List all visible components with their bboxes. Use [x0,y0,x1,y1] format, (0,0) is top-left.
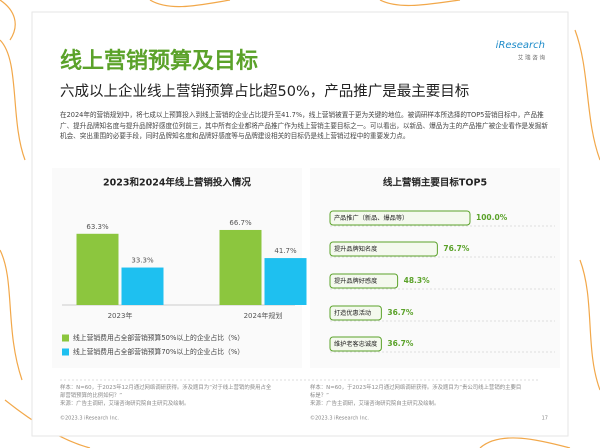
note: 样本：N=60，于2023年12月通过网络调研获得。涉及题目为“贵公司线上营销的… [310,384,525,408]
title: 线上营销预算及目标 [60,48,258,74]
x-tick-label: 2024年规划 [244,311,283,320]
value-label: 63.3% [86,223,109,231]
subtitle: 六成以上企业线上营销预算占比超50%，产品推广是最主要目标 [60,82,469,100]
copyright: ©2023.3 iResearch Inc. [60,415,119,422]
x-tick-label: 2023年 [108,311,133,320]
legend-swatch [62,334,69,342]
bar [329,210,471,226]
category-label: 产品推广（新品、爆品等） [334,214,408,222]
legend-label: 线上营销费用占全部营销预算50%以上的企业占比（%） [73,333,244,342]
bar [219,229,262,305]
legend-label: 线上营销费用占全部营销预算70%以上的企业占比（%） [73,347,244,356]
value-label: 33.3% [131,257,154,265]
value-label: 36.7% [387,339,414,348]
value-label: 48.3% [404,276,431,285]
bar [329,336,382,352]
value-label: 66.7% [229,219,252,227]
category-label: 维护老客忠诚度 [334,340,377,348]
bar [76,233,119,305]
page-number: 17 [542,416,548,422]
note-sample: 样本：N=60，于2023年12月通过网络调研获得。涉及题目为“对于线上营销的费… [60,385,272,399]
logo-sub: 艾 瑞 咨 询 [518,54,546,62]
legend-swatch [62,348,69,356]
chart-title: 线上营销主要目标TOP5 [383,177,487,189]
category-label: 提升品牌好感度 [334,277,377,285]
value-label: 36.7% [387,308,414,317]
chart-panel [310,168,560,368]
logo: iResearch [496,40,545,51]
bar [264,258,307,305]
body-text: 在2024年的营销规划中，将七成以上预算投入到线上营销的企业占比提升至41.7%… [60,111,548,140]
note-sample: 样本：N=60，于2023年12月通过网络调研获得。涉及题目为“贵公司线上营销的… [310,385,522,399]
category-label: 提升品牌知名度 [334,245,377,253]
chart-title: 2023和2024年线上营销投入情况 [103,177,251,189]
bar [329,241,438,257]
note-source: 来源：广告主调研，艾瑞咨询研究院自主研究及绘制。 [60,401,190,407]
category-label: 打造优惠活动 [334,309,371,317]
bar [121,267,164,305]
value-label: 76.7% [443,244,470,253]
copyright: ©2023.3 iResearch Inc. [310,415,369,422]
note: 样本：N=60，于2023年12月通过网络调研获得。涉及题目为“对于线上营销的费… [60,384,275,408]
bar [329,273,399,289]
value-label: 41.7% [274,247,297,255]
value-label: 100.0% [476,213,508,222]
note-source: 来源：广告主调研，艾瑞咨询研究院自主研究及绘制。 [310,401,440,407]
bar [329,305,382,321]
